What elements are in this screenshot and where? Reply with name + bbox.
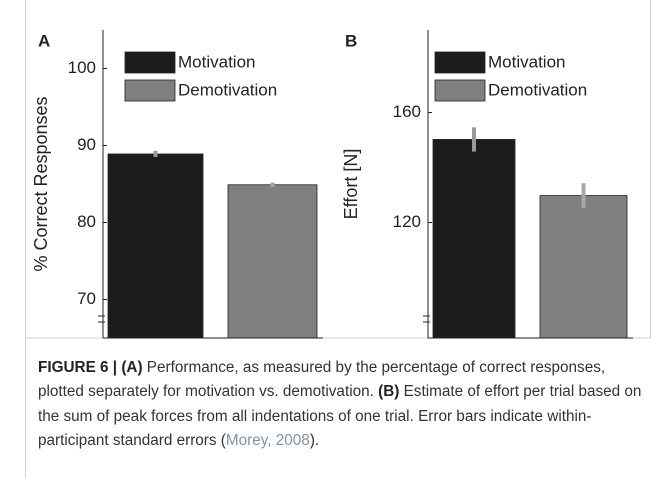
legend-swatch bbox=[434, 79, 486, 102]
caption-figure: FIGURE 6 | (A) bbox=[38, 359, 143, 376]
caption-text: Estimate of effort per trial based on th… bbox=[38, 383, 642, 450]
legend-label: Demotivation bbox=[488, 80, 587, 99]
bar bbox=[227, 184, 318, 339]
figure-frame bbox=[25, 0, 651, 339]
legend-swatch bbox=[124, 51, 176, 74]
legend-label: Demotivation bbox=[178, 80, 277, 99]
caption-text: ). bbox=[309, 432, 320, 450]
y-tick-label: 90 bbox=[77, 135, 96, 154]
bar bbox=[107, 153, 204, 339]
caption-reference[interactable]: Morey, 2008 bbox=[225, 432, 310, 450]
y-tick-label: 100 bbox=[68, 58, 96, 77]
y-tick-label: 160 bbox=[393, 102, 421, 121]
legend-swatch bbox=[124, 79, 176, 102]
bar bbox=[432, 139, 516, 339]
y-tick-label: 120 bbox=[393, 212, 421, 231]
panel-label: B bbox=[345, 31, 357, 50]
caption: FIGURE 6 | (A) Performance, as measured … bbox=[38, 356, 644, 454]
y-tick-label: 70 bbox=[77, 289, 96, 308]
figure: A % Correct Responses Motivation Demotivati… bbox=[25, 0, 651, 339]
caption-label: (B) bbox=[378, 383, 400, 401]
y-axis-label: % Correct Responses bbox=[31, 96, 51, 271]
y-axis-label: Effort [N] bbox=[341, 149, 361, 220]
bar bbox=[539, 195, 628, 339]
legend-label: Motivation bbox=[488, 52, 565, 71]
legend-swatch bbox=[434, 51, 486, 74]
legend-label: Motivation bbox=[178, 52, 255, 71]
panel-label: A bbox=[38, 31, 50, 50]
caption-text: Performance, as measured by the percenta… bbox=[38, 359, 606, 401]
y-tick-label: 80 bbox=[77, 212, 96, 231]
